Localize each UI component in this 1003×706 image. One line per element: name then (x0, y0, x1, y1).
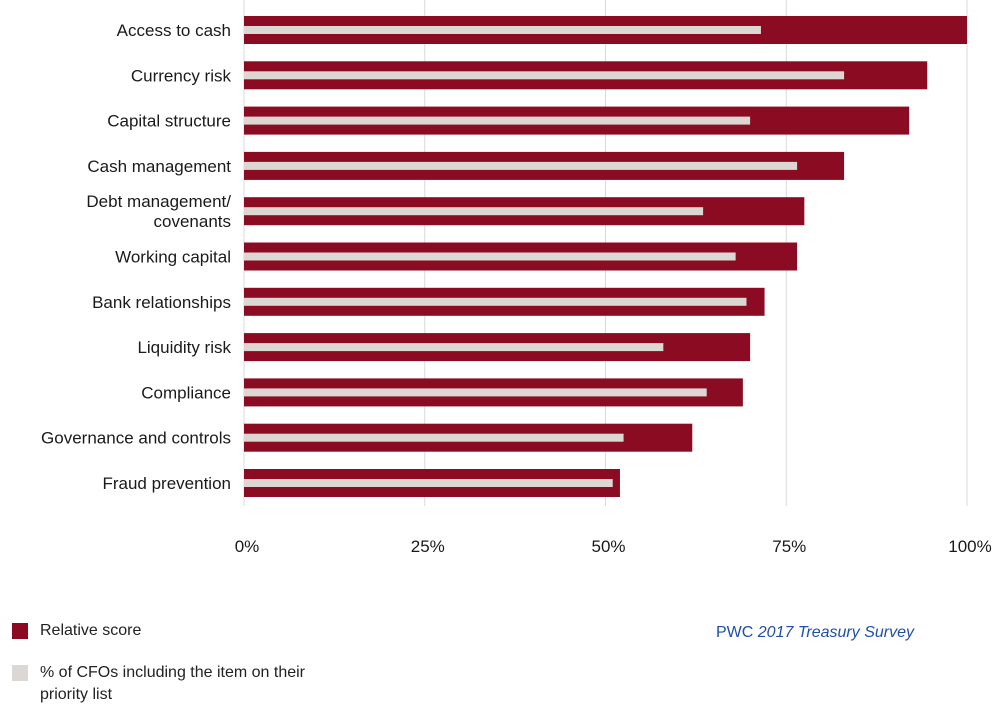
bar-cfo-priority (244, 252, 736, 261)
legend-label-relative: Relative score (40, 622, 142, 639)
source-org: PWC (716, 624, 754, 641)
category-label-line: Currency risk (131, 66, 232, 85)
category-label: Working capital (115, 248, 231, 267)
category-label-line: Debt management/ (86, 192, 231, 211)
x-tick-label: 50% (591, 537, 625, 556)
source-credit: PWC 2017 Treasury Survey (716, 624, 914, 642)
category-label-line: Governance and controls (41, 429, 231, 448)
bar-cfo-priority (244, 207, 704, 216)
legend-swatch-relative (12, 623, 28, 639)
bar-cfo-priority (244, 479, 613, 487)
source-title: 2017 Treasury Survey (757, 624, 914, 641)
bar-cfo-priority (244, 161, 798, 170)
category-label: Access to cash (117, 21, 231, 40)
category-label: Currency risk (131, 66, 232, 85)
bar-cfo-priority (244, 116, 751, 125)
category-label: Compliance (141, 383, 231, 402)
bar-cfo-priority (244, 388, 707, 397)
legend-label-cfo: % of CFOs including the item on their pr… (40, 664, 306, 703)
category-label-line: Access to cash (117, 21, 231, 40)
legend-swatch-cfo (12, 665, 28, 681)
category-label-line: Bank relationships (92, 293, 231, 312)
category-label-line: Working capital (115, 248, 231, 267)
category-label-line: Cash management (87, 157, 231, 176)
category-label-line: Fraud prevention (102, 474, 231, 493)
category-label: Liquidity risk (137, 338, 231, 357)
bar-cfo-priority (244, 343, 664, 352)
bar-cfo-priority (244, 297, 747, 306)
category-label: Fraud prevention (102, 474, 231, 493)
category-label: Governance and controls (41, 429, 231, 448)
bar-cfo-priority (244, 433, 624, 442)
category-label: Cash management (87, 157, 231, 176)
category-label-line: Liquidity risk (137, 338, 231, 357)
category-label: Capital structure (107, 112, 231, 131)
bar-chart: 0% 25% 50% 75% 100% Access to cash Currency ri… (41, 0, 992, 556)
x-tick-label: 0% (235, 537, 260, 556)
category-label-line: Capital structure (107, 112, 231, 131)
x-tick-label: 25% (411, 537, 445, 556)
category-label-line: covenants (154, 212, 232, 231)
category-label: Debt management/covenants (86, 192, 231, 231)
category-label: Bank relationships (92, 293, 231, 312)
x-tick-label: 100% (948, 537, 991, 556)
bar-cfo-priority (244, 71, 845, 80)
category-label-line: Compliance (141, 383, 231, 402)
bar-cfo-priority (244, 26, 761, 34)
x-tick-label: 75% (772, 537, 806, 556)
